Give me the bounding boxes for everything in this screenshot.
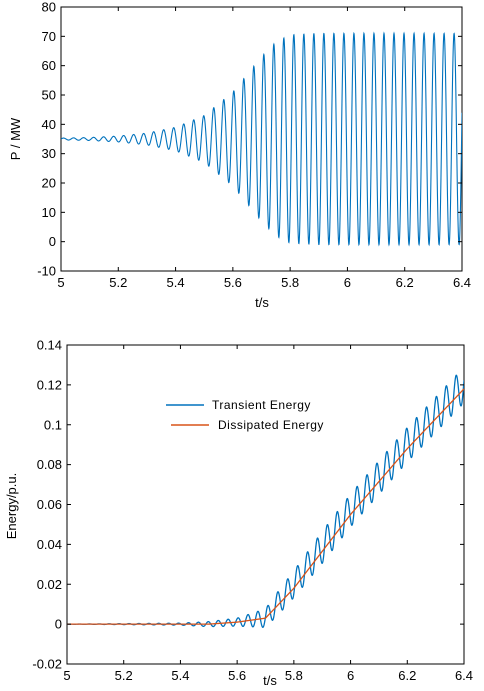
y-tick-label: 0.06 [37,497,62,512]
x-tick-label: 5.8 [285,668,303,683]
energy-y-axis-label: Energy/p.u. [4,473,19,540]
y-tick-label: 0.12 [37,377,62,392]
energy-axis-ticks: 5 5.2 5.4 5.6 5.8 6 6.2 6.4 -0.02 0 0.02 0.04 0.06 0.… [32,338,473,684]
y-tick-label: 0.04 [37,537,62,552]
y-tick-label: 0.02 [37,577,62,592]
y-tick-label: 80 [42,0,56,15]
y-tick-label: 0.14 [37,338,62,353]
series-line-power-0 [61,31,462,247]
y-tick-label: 10 [42,205,56,220]
legend-label-transient: Transient Energy [212,398,311,412]
power-y-axis-label: P / MW [8,117,23,160]
x-tick-label: 6 [347,668,354,683]
x-tick-label: 5.6 [228,668,246,683]
legend-label-dissipated: Dissipated Energy [218,418,324,432]
y-tick-label: -0.02 [32,657,62,672]
y-tick-label: 0 [49,234,56,249]
energy-chart: 5 5.2 5.4 5.6 5.8 6 6.2 6.4 -0.02 0 0.02 0.04 0.06 0.… [4,338,473,689]
power-axis-ticks: 5 5.2 5.4 5.6 5.8 6 6.2 6.4 -10 0 10 20 30 40 50 60 70 80 [37,0,471,290]
energy-plot-area [66,344,465,665]
x-tick-label: 6 [344,275,351,290]
y-tick-label: 20 [42,176,56,191]
y-tick-label: 0.1 [44,417,62,432]
y-tick-label: 40 [42,117,56,132]
x-tick-label: 6.4 [453,275,471,290]
x-tick-label: 6.2 [398,668,416,683]
x-tick-label: 5.2 [115,668,133,683]
x-tick-label: 6.4 [455,668,473,683]
x-tick-label: 5.4 [171,668,189,683]
y-tick-label: 70 [42,29,56,44]
y-tick-label: 50 [42,88,56,103]
energy-legend: Transient Energy Dissipated Energy [166,398,324,432]
energy-x-axis-label: t/s [263,673,277,688]
y-tick-label: 0.08 [37,457,62,472]
y-tick-label: -10 [37,264,56,279]
x-tick-label: 5.2 [109,275,127,290]
power-x-axis-label: t/s [255,295,269,310]
y-tick-label: 0 [55,617,62,632]
x-tick-label: 6.2 [396,275,414,290]
x-tick-label: 5 [63,668,70,683]
series-line-dissipated-energy [67,388,464,625]
power-chart: 5 5.2 5.4 5.6 5.8 6 6.2 6.4 -10 0 10 20 30 40 50 60 70 80… [8,0,471,310]
x-tick-label: 5.6 [224,275,242,290]
y-tick-label: 60 [42,58,56,73]
x-tick-label: 5.8 [281,275,299,290]
y-tick-label: 30 [42,146,56,161]
x-tick-label: 5 [57,275,64,290]
x-tick-label: 5.4 [167,275,185,290]
